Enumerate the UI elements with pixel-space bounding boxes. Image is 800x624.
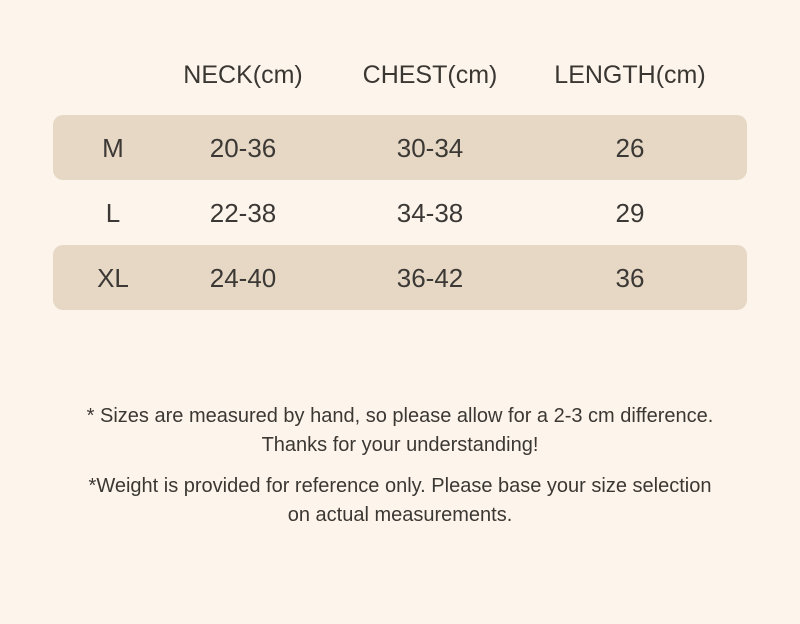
- table-row-xl: XL 24-40 36-42 36: [53, 245, 747, 310]
- length-value: 29: [615, 197, 645, 228]
- table-row-l: L 22-38 34-38 29: [53, 180, 747, 245]
- column-header-length: LENGTH(cm): [554, 60, 706, 89]
- chest-value: 30-34: [396, 132, 464, 163]
- length-value: 26: [615, 132, 645, 163]
- size-chart-header-row: NECK(cm) CHEST(cm) LENGTH(cm): [53, 49, 747, 101]
- chest-value: 34-38: [396, 197, 464, 228]
- note-line: * Sizes are measured by hand, so please …: [86, 405, 714, 427]
- size-label: M: [102, 132, 124, 163]
- note-line: on actual measurements.: [287, 504, 513, 526]
- size-chart: NECK(cm) CHEST(cm) LENGTH(cm) M 20-36 30…: [53, 49, 747, 310]
- column-header-chest: CHEST(cm): [362, 60, 498, 89]
- table-row-m: M 20-36 30-34 26: [53, 115, 747, 180]
- column-header-neck: NECK(cm): [183, 60, 303, 89]
- note-weight-reference: *Weight is provided for reference only. …: [30, 472, 770, 530]
- neck-value: 20-36: [209, 132, 277, 163]
- size-label: L: [105, 197, 121, 228]
- neck-value: 24-40: [209, 262, 277, 293]
- note-sizes-measured: * Sizes are measured by hand, so please …: [30, 402, 770, 460]
- chest-value: 36-42: [396, 262, 464, 293]
- footnotes: * Sizes are measured by hand, so please …: [30, 402, 770, 530]
- size-label: XL: [97, 262, 129, 293]
- neck-value: 22-38: [209, 197, 277, 228]
- note-line: Thanks for your understanding!: [261, 434, 539, 456]
- length-value: 36: [615, 262, 645, 293]
- note-line: *Weight is provided for reference only. …: [88, 475, 712, 497]
